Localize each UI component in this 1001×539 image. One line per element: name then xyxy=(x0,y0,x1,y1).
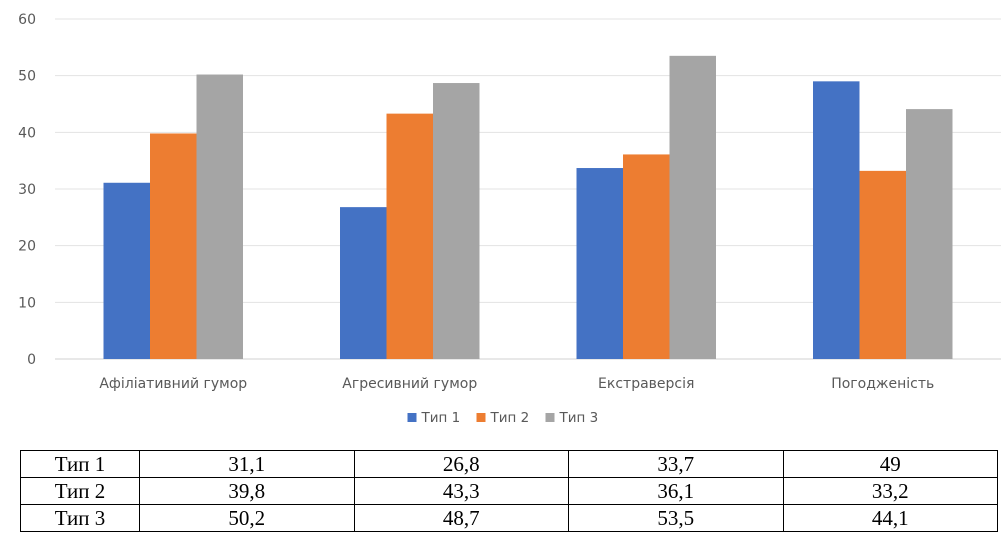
table-cell: 48,7 xyxy=(353,504,569,532)
table-row: Тип 1 31,1 26,8 33,7 49 xyxy=(20,450,998,478)
data-table: Тип 1 31,1 26,8 33,7 49 Тип 2 39,8 43,3 36,1 33,2… xyxy=(20,450,998,532)
bar xyxy=(813,81,860,359)
bar xyxy=(386,113,433,359)
table-cell: 50,2 xyxy=(139,504,355,532)
legend-swatch xyxy=(476,413,486,422)
y-tick-label: 50 xyxy=(18,69,36,85)
y-axis-tick-labels: 0 10 20 30 40 50 60 xyxy=(18,12,36,368)
table-row-label: Тип 2 xyxy=(20,477,140,505)
table-row: Тип 3 50,2 48,7 53,5 44,1 xyxy=(20,504,998,532)
table-cell: 33,7 xyxy=(568,450,784,478)
bar xyxy=(103,182,150,359)
table-row: Тип 2 39,8 43,3 36,1 33,2 xyxy=(20,477,998,505)
table-row-label: Тип 1 xyxy=(20,450,140,478)
legend-swatch xyxy=(407,413,417,422)
legend-swatch xyxy=(545,413,555,422)
bar xyxy=(859,170,906,359)
table-cell: 33,2 xyxy=(782,477,998,505)
bar xyxy=(433,83,480,360)
bar xyxy=(669,55,716,359)
legend: Тип 1 Тип 2 Тип 3 xyxy=(407,410,599,426)
table-cell: 39,8 xyxy=(139,477,355,505)
x-category-label: Афіліативний гумор xyxy=(99,376,247,392)
bar xyxy=(150,133,197,359)
table-cell: 43,3 xyxy=(353,477,569,505)
bar xyxy=(623,154,670,359)
legend-label: Тип 3 xyxy=(559,410,599,426)
legend-label: Тип 2 xyxy=(490,410,530,426)
y-tick-label: 0 xyxy=(27,352,36,368)
y-tick-label: 20 xyxy=(18,239,36,255)
y-tick-label: 60 xyxy=(18,12,36,28)
y-tick-label: 30 xyxy=(18,182,36,198)
table-cell: 49 xyxy=(782,450,998,478)
bars xyxy=(103,55,953,360)
x-category-label: Агресивний гумор xyxy=(342,376,477,392)
data-table-body: Тип 1 31,1 26,8 33,7 49 Тип 2 39,8 43,3 36,1 33,2… xyxy=(20,450,998,532)
bar-chart: 0 10 20 30 40 50 60 Афіліативний гумор Агресивн… xyxy=(18,12,1001,426)
bar xyxy=(576,168,623,359)
table-cell: 53,5 xyxy=(568,504,784,532)
legend-label: Тип 1 xyxy=(421,410,461,426)
table-cell: 31,1 xyxy=(139,450,355,478)
bar xyxy=(340,207,387,359)
x-axis-category-labels: Афіліативний гумор Агресивний гумор Екстра… xyxy=(99,376,934,392)
table-cell: 44,1 xyxy=(782,504,998,532)
y-tick-label: 40 xyxy=(18,125,36,141)
bar xyxy=(196,74,243,360)
y-tick-label: 10 xyxy=(18,295,36,311)
x-category-label: Погодженість xyxy=(831,376,934,392)
x-category-label: Екстраверсія xyxy=(598,376,694,392)
table-cell: 36,1 xyxy=(568,477,784,505)
bar xyxy=(906,109,953,359)
table-cell: 26,8 xyxy=(353,450,569,478)
table-row-label: Тип 3 xyxy=(20,504,140,532)
